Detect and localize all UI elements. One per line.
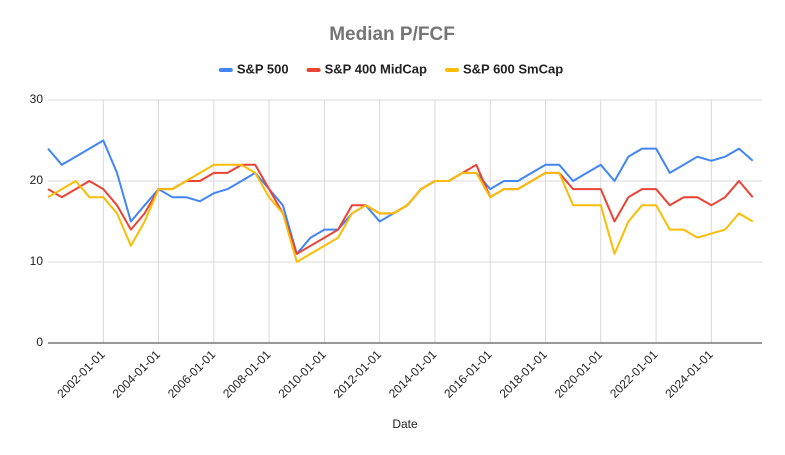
- chart-title: Median P/FCF: [329, 24, 455, 45]
- series-line: [47, 163, 754, 263]
- legend-label: S&P 500: [237, 61, 289, 76]
- y-tick-label: 30: [30, 92, 44, 106]
- x-axis-title: Date: [392, 417, 418, 431]
- y-tick-label: 20: [30, 173, 44, 187]
- y-tick-label: 10: [30, 254, 44, 268]
- legend-label: S&P 400 MidCap: [325, 61, 427, 76]
- legend-label: S&P 600 SmCap: [463, 61, 563, 76]
- y-tick-label: 0: [36, 335, 43, 349]
